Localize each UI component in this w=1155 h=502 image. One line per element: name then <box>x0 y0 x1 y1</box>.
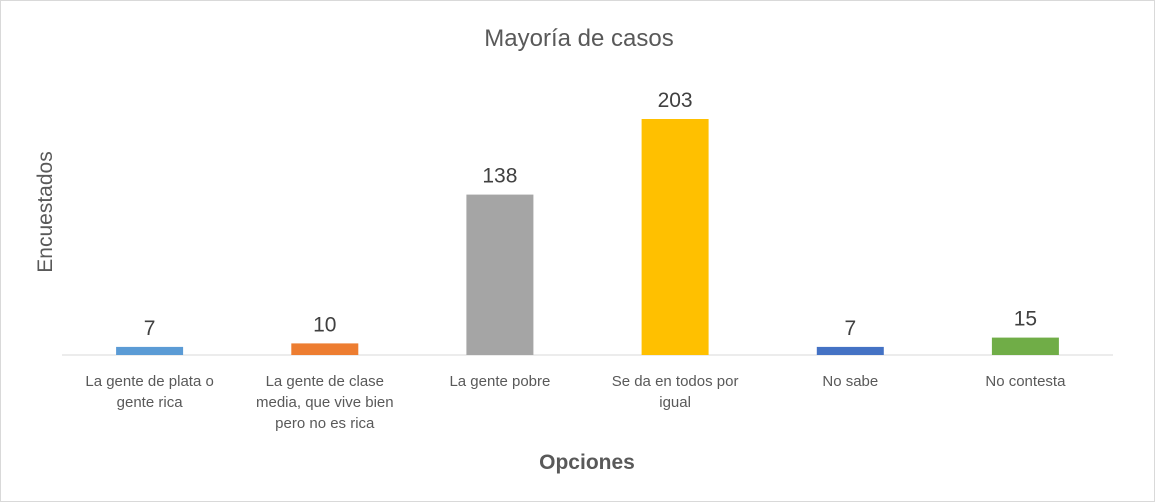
data-label-5: 7 <box>844 317 856 340</box>
data-label-4: 203 <box>658 89 693 112</box>
data-label-6: 15 <box>1014 308 1037 331</box>
bar-2 <box>291 343 359 355</box>
labels-layer: 7 La gente de plata o gente rica 10 La gente… <box>85 89 1066 432</box>
chart-title: Mayoría de casos <box>484 25 673 52</box>
data-label-3: 138 <box>482 165 517 188</box>
bar-1 <box>116 346 184 355</box>
category-label-4: Se da en todos por igual <box>612 373 739 411</box>
category-label-2: La gente de clase media, que vive bien per… <box>256 373 394 432</box>
category-label-6: No contesta <box>985 373 1066 390</box>
y-axis-title: Encuestados <box>34 151 57 272</box>
bar-6 <box>991 337 1059 355</box>
bar-4 <box>641 119 709 355</box>
x-axis-title: Opciones <box>539 451 635 474</box>
category-label-3: La gente pobre <box>449 373 550 390</box>
category-label-1: La gente de plata o gente rica <box>85 373 213 411</box>
data-label-2: 10 <box>313 313 336 336</box>
bar-3 <box>466 194 534 355</box>
bar-5 <box>816 346 884 355</box>
data-label-1: 7 <box>144 317 156 340</box>
bars-layer <box>116 119 1059 355</box>
category-label-5: No sabe <box>822 373 878 390</box>
